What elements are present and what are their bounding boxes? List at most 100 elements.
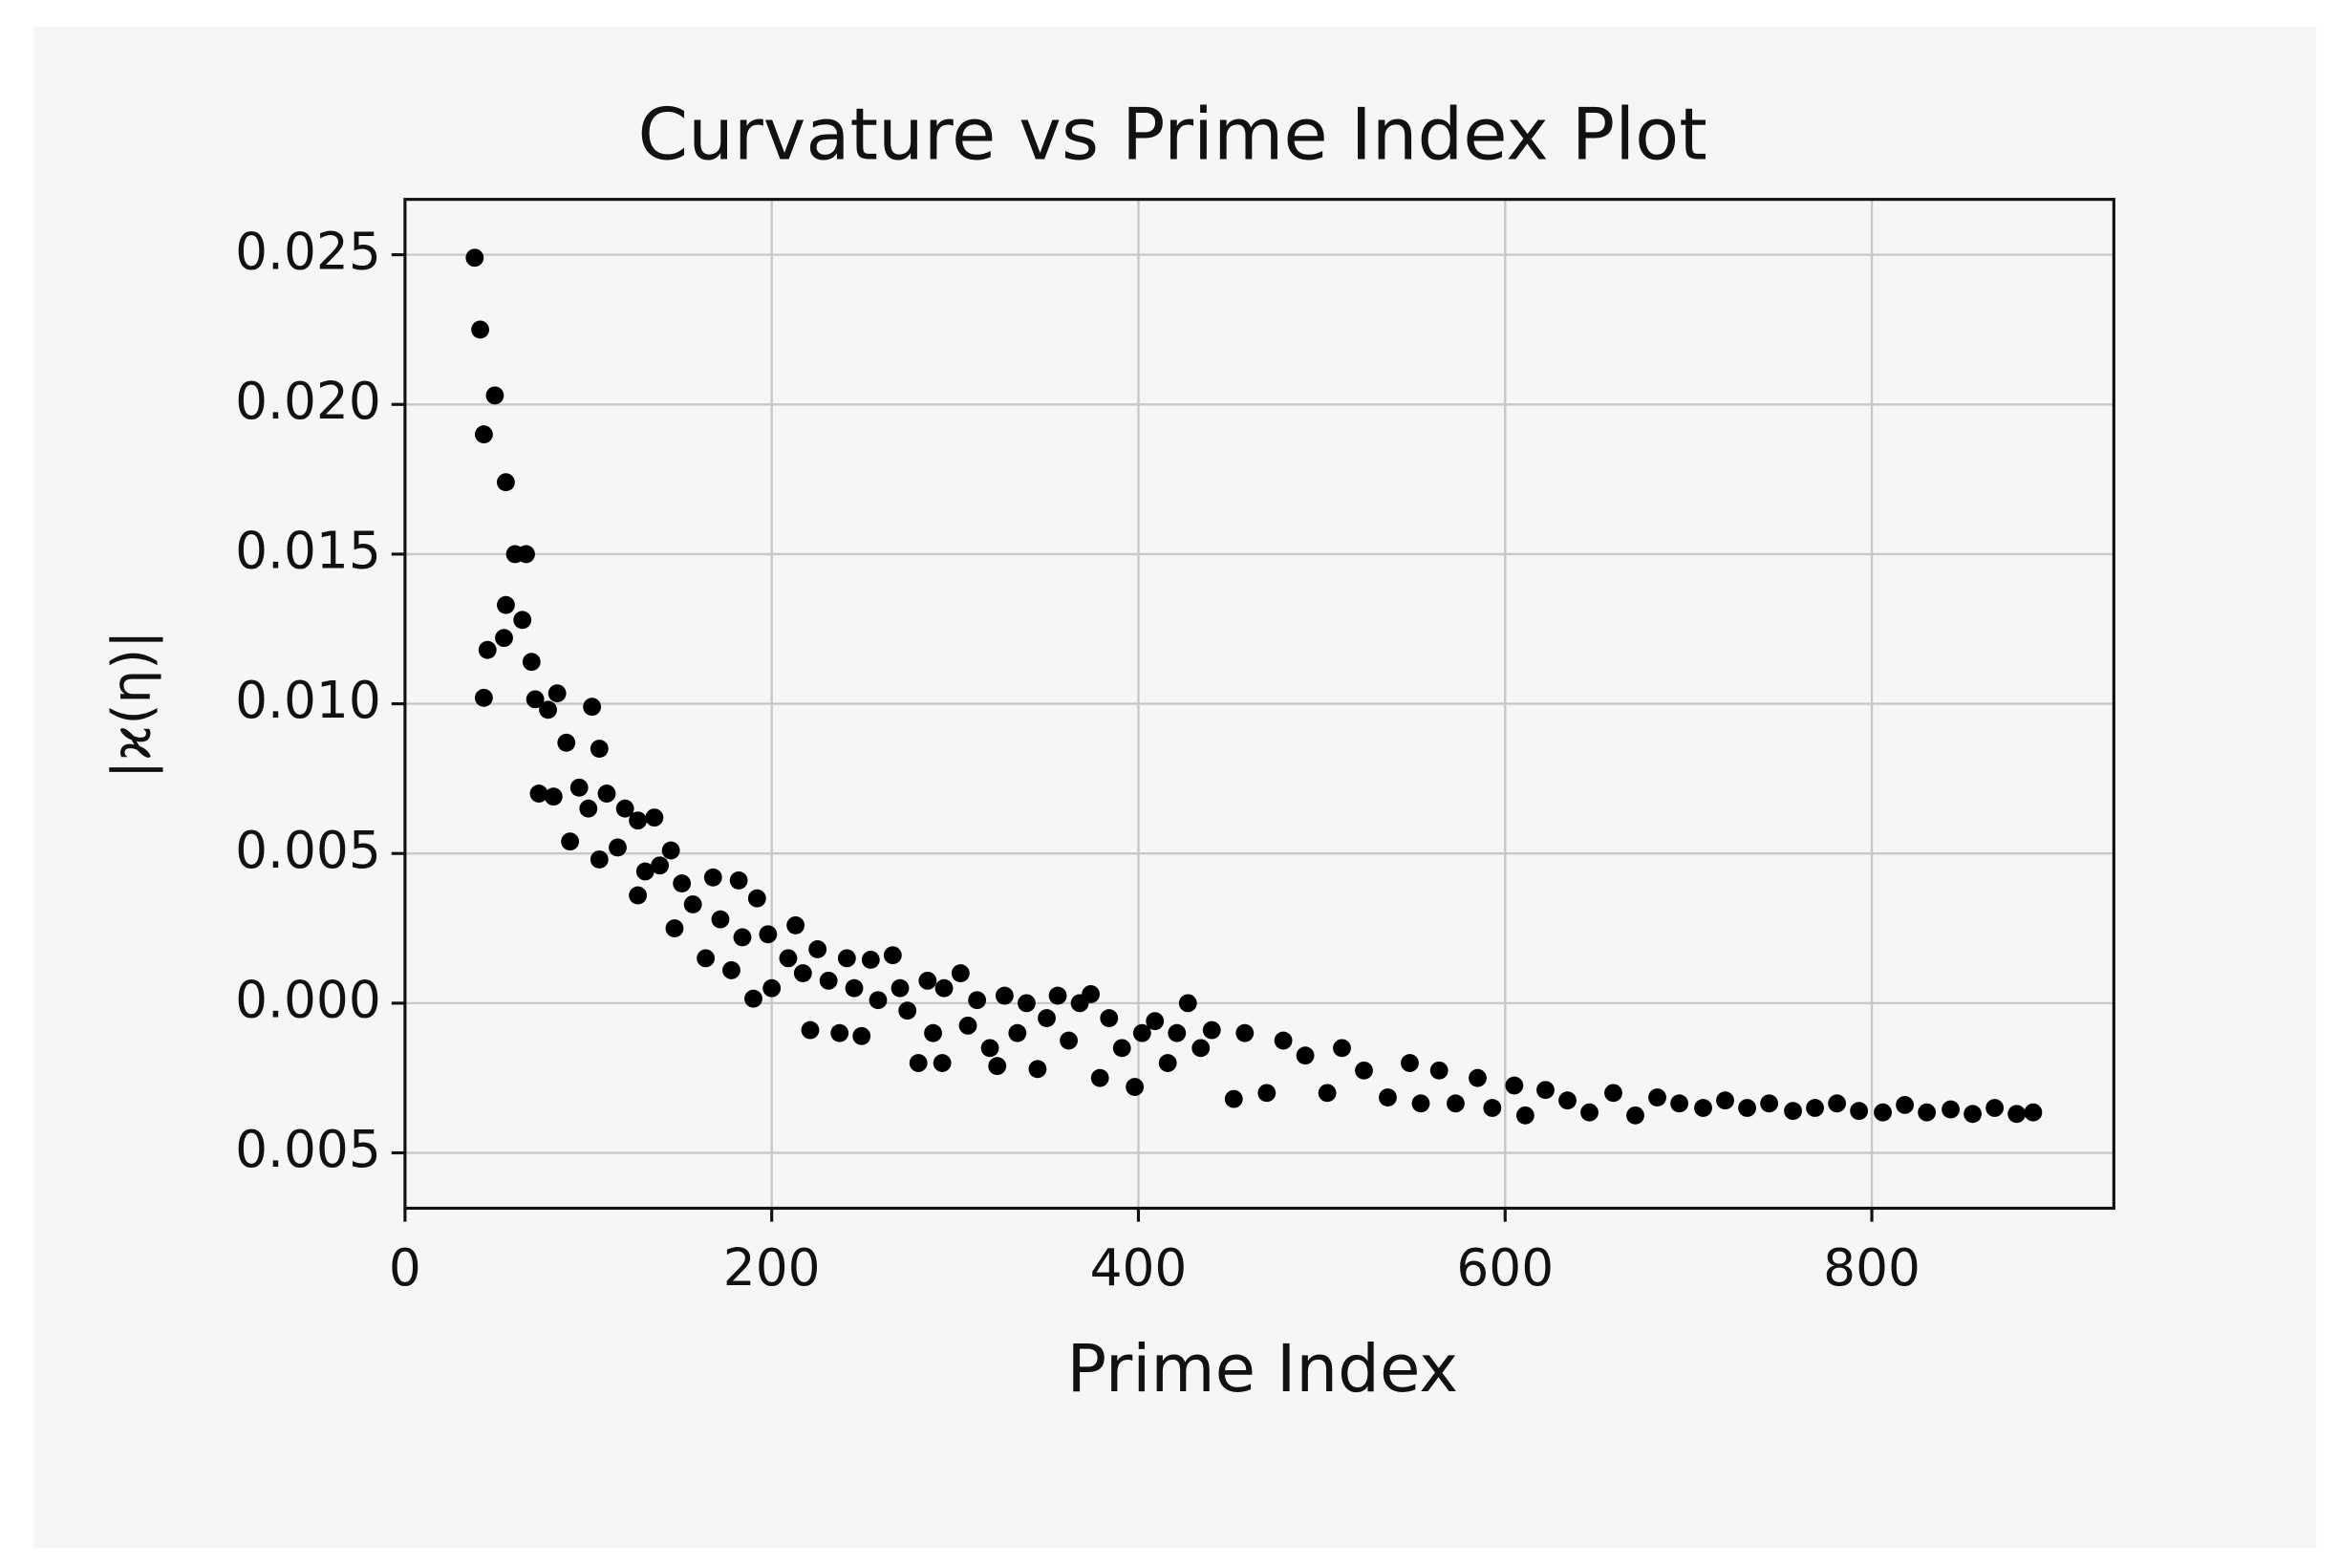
point xyxy=(561,832,580,851)
point xyxy=(1112,1039,1131,1058)
point xyxy=(497,473,515,492)
point xyxy=(547,684,567,703)
point xyxy=(1850,1102,1869,1121)
point xyxy=(609,838,627,857)
point xyxy=(968,991,987,1010)
point xyxy=(590,740,609,758)
y-tick-label: 0.000 xyxy=(235,970,381,1030)
point xyxy=(1178,994,1197,1013)
point xyxy=(830,1023,849,1042)
point xyxy=(673,874,692,892)
x-axis-label: Prime Index xyxy=(1066,1331,1458,1407)
point xyxy=(703,868,722,887)
point xyxy=(808,940,827,958)
y-tick-label: 0.020 xyxy=(235,371,381,431)
point xyxy=(1896,1095,1915,1114)
point xyxy=(495,629,513,648)
point xyxy=(1028,1060,1047,1079)
point xyxy=(683,895,702,913)
point xyxy=(988,1057,1007,1076)
point xyxy=(1580,1103,1599,1122)
point xyxy=(995,986,1014,1005)
point xyxy=(1202,1020,1221,1040)
point xyxy=(526,690,545,709)
figure-background xyxy=(32,27,2317,1549)
point xyxy=(1235,1023,1255,1042)
point xyxy=(747,889,766,908)
point xyxy=(544,787,563,806)
y-tick-label: 0.025 xyxy=(235,221,381,281)
point xyxy=(1168,1023,1187,1042)
point xyxy=(697,949,716,968)
y-tick-label: 0.015 xyxy=(235,521,381,581)
point xyxy=(474,425,493,444)
point xyxy=(2024,1103,2043,1122)
point xyxy=(722,960,740,979)
point xyxy=(1224,1089,1243,1108)
point xyxy=(1082,985,1100,1003)
point xyxy=(980,1039,999,1058)
point xyxy=(1132,1023,1151,1042)
point xyxy=(1274,1031,1293,1050)
point xyxy=(1100,1009,1119,1027)
point xyxy=(1429,1061,1448,1080)
point xyxy=(958,1016,977,1035)
y-tick-label: 0.005 xyxy=(235,1119,381,1179)
point xyxy=(1318,1084,1337,1103)
x-tick-label: 200 xyxy=(723,1237,821,1298)
point xyxy=(801,1020,820,1040)
point xyxy=(2007,1105,2027,1124)
point xyxy=(1296,1046,1315,1065)
point xyxy=(465,248,484,268)
point xyxy=(891,978,910,998)
point xyxy=(1648,1088,1666,1106)
point xyxy=(645,808,664,827)
point xyxy=(837,949,856,968)
point xyxy=(924,1023,942,1042)
point xyxy=(1469,1068,1487,1087)
point xyxy=(485,386,504,405)
x-tick-label: 400 xyxy=(1090,1237,1188,1298)
point xyxy=(1333,1039,1351,1058)
point xyxy=(1090,1068,1109,1087)
point xyxy=(1191,1039,1211,1058)
point xyxy=(762,978,782,998)
point xyxy=(635,862,654,881)
point xyxy=(909,1054,928,1072)
point xyxy=(1738,1099,1756,1117)
point xyxy=(1018,994,1036,1013)
x-tick-label: 800 xyxy=(1823,1237,1921,1298)
point xyxy=(651,856,670,875)
point xyxy=(629,811,648,830)
point xyxy=(590,850,609,869)
point xyxy=(1048,986,1067,1005)
point xyxy=(1806,1099,1824,1117)
point xyxy=(786,915,805,934)
point xyxy=(1146,1012,1165,1031)
point xyxy=(474,688,493,707)
point xyxy=(1760,1094,1779,1113)
point xyxy=(661,841,680,860)
point xyxy=(1401,1054,1419,1072)
point xyxy=(513,611,532,630)
point xyxy=(1670,1094,1688,1113)
point xyxy=(539,700,557,720)
point xyxy=(583,698,602,717)
point xyxy=(1257,1084,1277,1103)
point xyxy=(1515,1106,1534,1125)
point xyxy=(517,545,535,564)
point xyxy=(779,949,798,968)
point xyxy=(1483,1099,1502,1117)
point xyxy=(918,971,937,990)
point xyxy=(1158,1054,1177,1072)
point xyxy=(1942,1100,1960,1119)
point xyxy=(1060,1031,1078,1050)
point xyxy=(744,989,762,1008)
y-tick-label: 0.010 xyxy=(235,670,381,730)
point xyxy=(629,886,648,905)
point xyxy=(522,653,541,672)
point xyxy=(1038,1009,1056,1027)
point xyxy=(1355,1061,1373,1080)
